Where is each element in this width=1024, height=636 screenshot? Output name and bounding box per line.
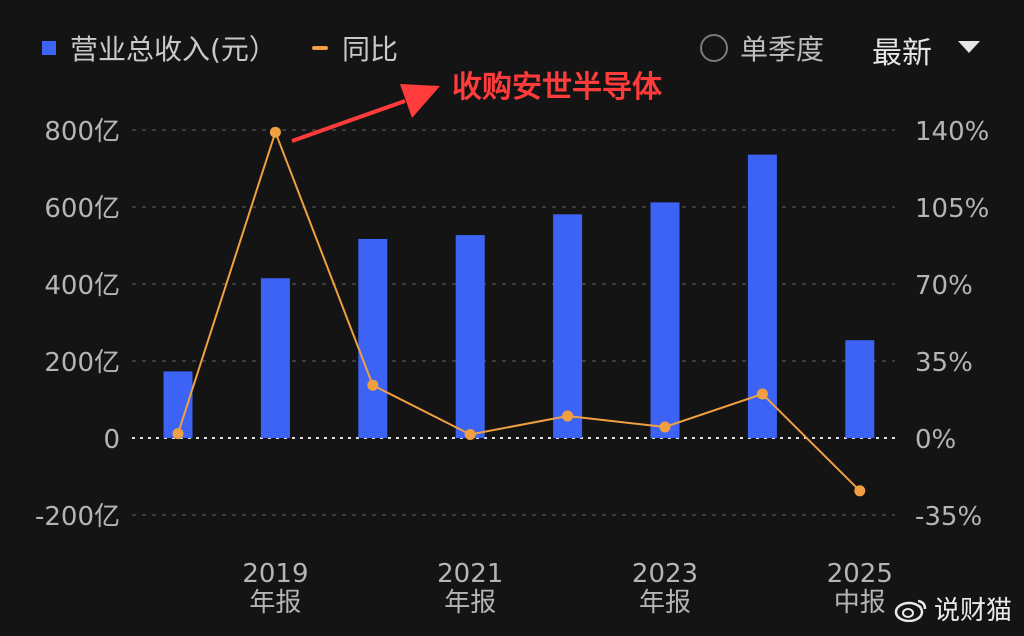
yoy-point[interactable] bbox=[756, 388, 768, 400]
x-axis-tick-period: 中报 bbox=[834, 588, 886, 618]
radio-icon[interactable] bbox=[700, 34, 728, 62]
legend-yoy[interactable]: 同比 bbox=[312, 28, 398, 68]
x-axis-tick-year: 2019 bbox=[242, 559, 308, 589]
legend-yoy-label: 同比 bbox=[342, 33, 399, 66]
legend-revenue-label: 营业总收入(元） bbox=[70, 33, 277, 66]
period-dropdown-value: 最新 bbox=[872, 36, 932, 71]
right-axis-tick-label: 70% bbox=[915, 271, 973, 301]
x-axis-tick-year: 2025 bbox=[827, 559, 893, 589]
gridlines bbox=[132, 129, 895, 516]
revenue-bar[interactable] bbox=[260, 278, 290, 438]
yoy-point[interactable] bbox=[562, 410, 574, 422]
right-axis-labels: 140% 105% 70% 35% 0% -35% bbox=[915, 117, 989, 532]
left-axis-tick-label: -200亿 bbox=[35, 502, 120, 532]
yoy-point[interactable] bbox=[659, 421, 671, 433]
watermark-text: 说财猫 bbox=[934, 596, 1013, 626]
yoy-point[interactable] bbox=[854, 485, 866, 497]
left-axis-tick-label: 0 bbox=[103, 425, 120, 455]
left-axis-tick-label: 200亿 bbox=[44, 348, 120, 378]
right-axis-tick-label: 0% bbox=[915, 425, 956, 455]
x-axis-tick-year: 2023 bbox=[632, 559, 698, 589]
annotation-arrow-shaft bbox=[291, 99, 406, 143]
x-axis-tick-period: 年报 bbox=[249, 588, 301, 618]
yoy-point[interactable] bbox=[464, 428, 476, 440]
revenue-bars bbox=[163, 154, 875, 438]
yoy-point[interactable] bbox=[269, 126, 281, 138]
revenue-bar[interactable] bbox=[455, 235, 485, 438]
quarter-toggle[interactable]: 单季度 bbox=[700, 28, 824, 68]
annotation-arrow-group bbox=[291, 84, 440, 143]
legend-revenue[interactable]: 营业总收入(元） bbox=[42, 28, 277, 68]
quarter-toggle-label: 单季度 bbox=[740, 33, 825, 66]
x-axis-tick-year: 2021 bbox=[437, 559, 503, 589]
yoy-line bbox=[172, 126, 866, 497]
right-axis-tick-label: -35% bbox=[915, 502, 982, 532]
annotation-arrow-icon bbox=[400, 84, 440, 118]
annotation-text: 收购安世半导体 bbox=[452, 70, 662, 105]
legend-bar-swatch bbox=[42, 41, 56, 55]
left-axis-tick-label: 800亿 bbox=[44, 117, 120, 147]
right-axis-tick-label: 140% bbox=[915, 117, 989, 147]
left-axis-tick-label: 400亿 bbox=[44, 271, 120, 301]
revenue-bar[interactable] bbox=[358, 238, 388, 438]
revenue-bar[interactable] bbox=[845, 340, 875, 438]
period-dropdown[interactable]: 最新 bbox=[872, 28, 980, 72]
right-axis-tick-label: 35% bbox=[915, 348, 973, 378]
left-axis-labels: 800亿 600亿 400亿 200亿 0 -200亿 bbox=[35, 117, 120, 532]
watermark: 说财猫 bbox=[894, 590, 1012, 627]
weibo-logo-icon bbox=[894, 599, 927, 622]
right-axis-tick-label: 105% bbox=[915, 194, 989, 224]
revenue-bar[interactable] bbox=[650, 202, 680, 438]
yoy-series-line bbox=[177, 129, 861, 492]
caret-down-icon[interactable] bbox=[958, 41, 980, 53]
x-axis-tick-period: 年报 bbox=[444, 588, 496, 618]
left-axis-tick-label: 600亿 bbox=[44, 194, 120, 224]
legend-line-swatch bbox=[312, 46, 328, 50]
yoy-point[interactable] bbox=[172, 428, 184, 440]
revenue-bar[interactable] bbox=[553, 214, 583, 438]
yoy-point[interactable] bbox=[367, 379, 379, 391]
x-axis-tick-period: 年报 bbox=[639, 588, 691, 618]
